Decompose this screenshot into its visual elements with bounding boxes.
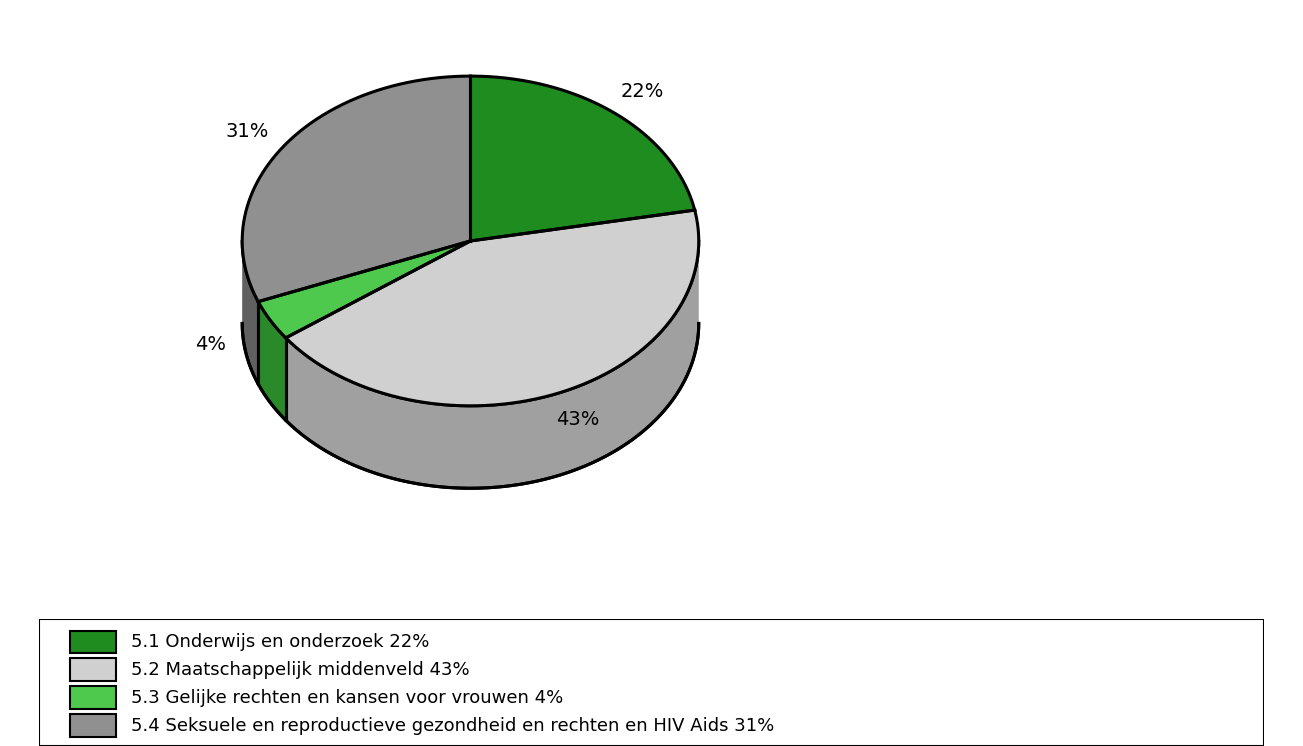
FancyBboxPatch shape <box>39 619 1264 746</box>
FancyBboxPatch shape <box>70 715 116 737</box>
Polygon shape <box>470 76 694 241</box>
Text: 5.3 Gelijke rechten en kansen voor vrouwen 4%: 5.3 Gelijke rechten en kansen voor vrouw… <box>130 689 563 706</box>
Polygon shape <box>258 301 285 420</box>
Polygon shape <box>285 241 698 488</box>
Text: 5.1 Onderwijs en onderzoek 22%: 5.1 Onderwijs en onderzoek 22% <box>130 633 429 651</box>
FancyBboxPatch shape <box>70 686 116 709</box>
FancyBboxPatch shape <box>70 659 116 681</box>
Text: 5.2 Maatschappelijk middenveld 43%: 5.2 Maatschappelijk middenveld 43% <box>130 661 469 679</box>
Polygon shape <box>242 242 258 384</box>
Polygon shape <box>258 241 470 338</box>
Text: 4%: 4% <box>195 335 225 354</box>
Text: 5.4 Seksuele en reproductieve gezondheid en rechten en HIV Aids 31%: 5.4 Seksuele en reproductieve gezondheid… <box>130 717 774 735</box>
Text: 43%: 43% <box>556 410 599 429</box>
Polygon shape <box>285 210 698 406</box>
Text: 31%: 31% <box>225 122 270 141</box>
Polygon shape <box>242 76 470 301</box>
Text: 22%: 22% <box>620 81 663 101</box>
FancyBboxPatch shape <box>70 630 116 653</box>
